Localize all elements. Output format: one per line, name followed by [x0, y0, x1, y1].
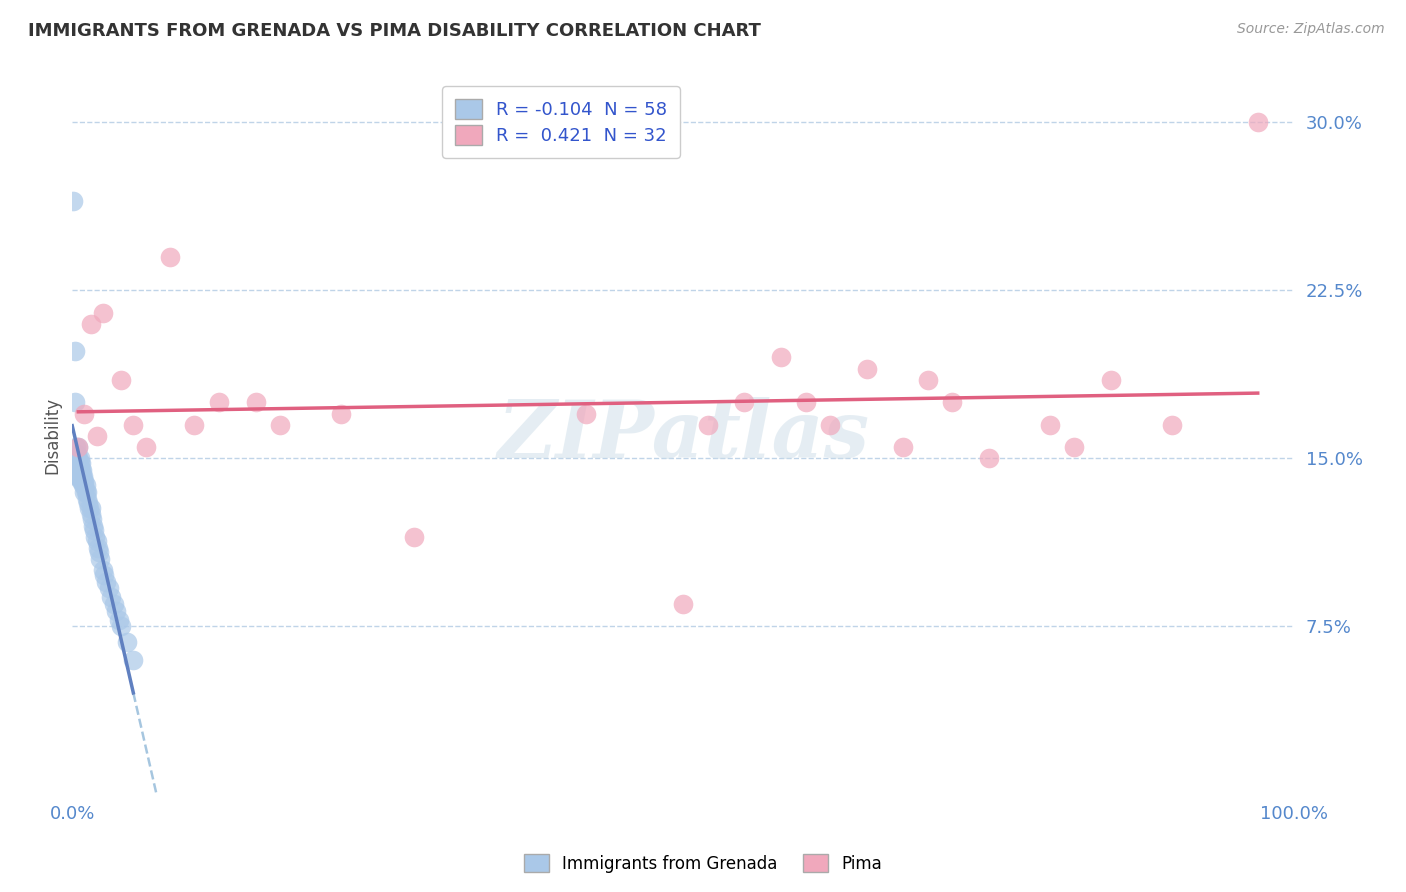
Point — [696, 417, 718, 432]
Point — [69, 451, 91, 466]
Point — [67, 456, 90, 470]
Point — [122, 653, 145, 667]
Point — [67, 440, 90, 454]
Legend: R = -0.104  N = 58, R =  0.421  N = 32: R = -0.104 N = 58, R = 0.421 N = 32 — [443, 87, 681, 158]
Point — [135, 440, 157, 454]
Point — [67, 440, 90, 454]
Point — [76, 491, 98, 506]
Point — [89, 552, 111, 566]
Point — [63, 395, 86, 409]
Point — [77, 496, 100, 510]
Text: IMMIGRANTS FROM GRENADA VS PIMA DISABILITY CORRELATION CHART: IMMIGRANTS FROM GRENADA VS PIMA DISABILI… — [28, 22, 761, 40]
Point — [70, 474, 93, 488]
Point — [404, 530, 426, 544]
Point — [941, 395, 963, 409]
Point — [65, 456, 87, 470]
Point — [73, 478, 96, 492]
Point — [1039, 417, 1062, 432]
Point — [87, 541, 110, 555]
Point — [75, 484, 97, 499]
Point — [103, 597, 125, 611]
Point — [79, 500, 101, 515]
Point — [917, 373, 939, 387]
Point — [62, 194, 84, 208]
Point — [1099, 373, 1122, 387]
Point — [93, 567, 115, 582]
Point — [70, 469, 93, 483]
Point — [63, 343, 86, 358]
Point — [73, 474, 96, 488]
Point — [69, 462, 91, 476]
Point — [73, 407, 96, 421]
Point — [82, 518, 104, 533]
Point — [83, 523, 105, 537]
Point — [818, 417, 841, 432]
Legend: Immigrants from Grenada, Pima: Immigrants from Grenada, Pima — [517, 847, 889, 880]
Point — [84, 530, 107, 544]
Text: Source: ZipAtlas.com: Source: ZipAtlas.com — [1237, 22, 1385, 37]
Point — [110, 373, 132, 387]
Point — [72, 474, 94, 488]
Point — [69, 469, 91, 483]
Y-axis label: Disability: Disability — [44, 397, 60, 475]
Point — [107, 613, 129, 627]
Point — [65, 440, 87, 454]
Point — [794, 395, 817, 409]
Point — [69, 456, 91, 470]
Point — [66, 456, 89, 470]
Point — [100, 591, 122, 605]
Point — [80, 512, 103, 526]
Point — [75, 478, 97, 492]
Point — [159, 250, 181, 264]
Point — [66, 462, 89, 476]
Point — [733, 395, 755, 409]
Point — [67, 469, 90, 483]
Point — [76, 484, 98, 499]
Text: ZIPatlas: ZIPatlas — [498, 397, 869, 475]
Point — [79, 500, 101, 515]
Point — [73, 484, 96, 499]
Point — [245, 395, 267, 409]
Point — [855, 361, 877, 376]
Point — [330, 407, 353, 421]
Point — [1161, 417, 1184, 432]
Point — [69, 469, 91, 483]
Point — [574, 407, 596, 421]
Point — [67, 462, 90, 476]
Point — [891, 440, 914, 454]
Point — [96, 574, 118, 589]
Point — [72, 478, 94, 492]
Point — [1063, 440, 1085, 454]
Point — [67, 451, 90, 466]
Point — [86, 429, 108, 443]
Point — [72, 469, 94, 483]
Point — [208, 395, 231, 409]
Point — [87, 545, 110, 559]
Point — [97, 581, 120, 595]
Point — [69, 456, 91, 470]
Point — [770, 351, 793, 365]
Point — [1247, 115, 1270, 129]
Point — [86, 534, 108, 549]
Point — [269, 417, 291, 432]
Point — [110, 619, 132, 633]
Point — [79, 508, 101, 522]
Point — [69, 474, 91, 488]
Point — [91, 563, 114, 577]
Point — [91, 306, 114, 320]
Point — [66, 447, 89, 461]
Point — [183, 417, 205, 432]
Point — [115, 635, 138, 649]
Point — [672, 597, 695, 611]
Point — [79, 317, 101, 331]
Point — [69, 462, 91, 476]
Point — [70, 462, 93, 476]
Point — [122, 417, 145, 432]
Point — [65, 469, 87, 483]
Point — [977, 451, 1000, 466]
Point — [105, 604, 128, 618]
